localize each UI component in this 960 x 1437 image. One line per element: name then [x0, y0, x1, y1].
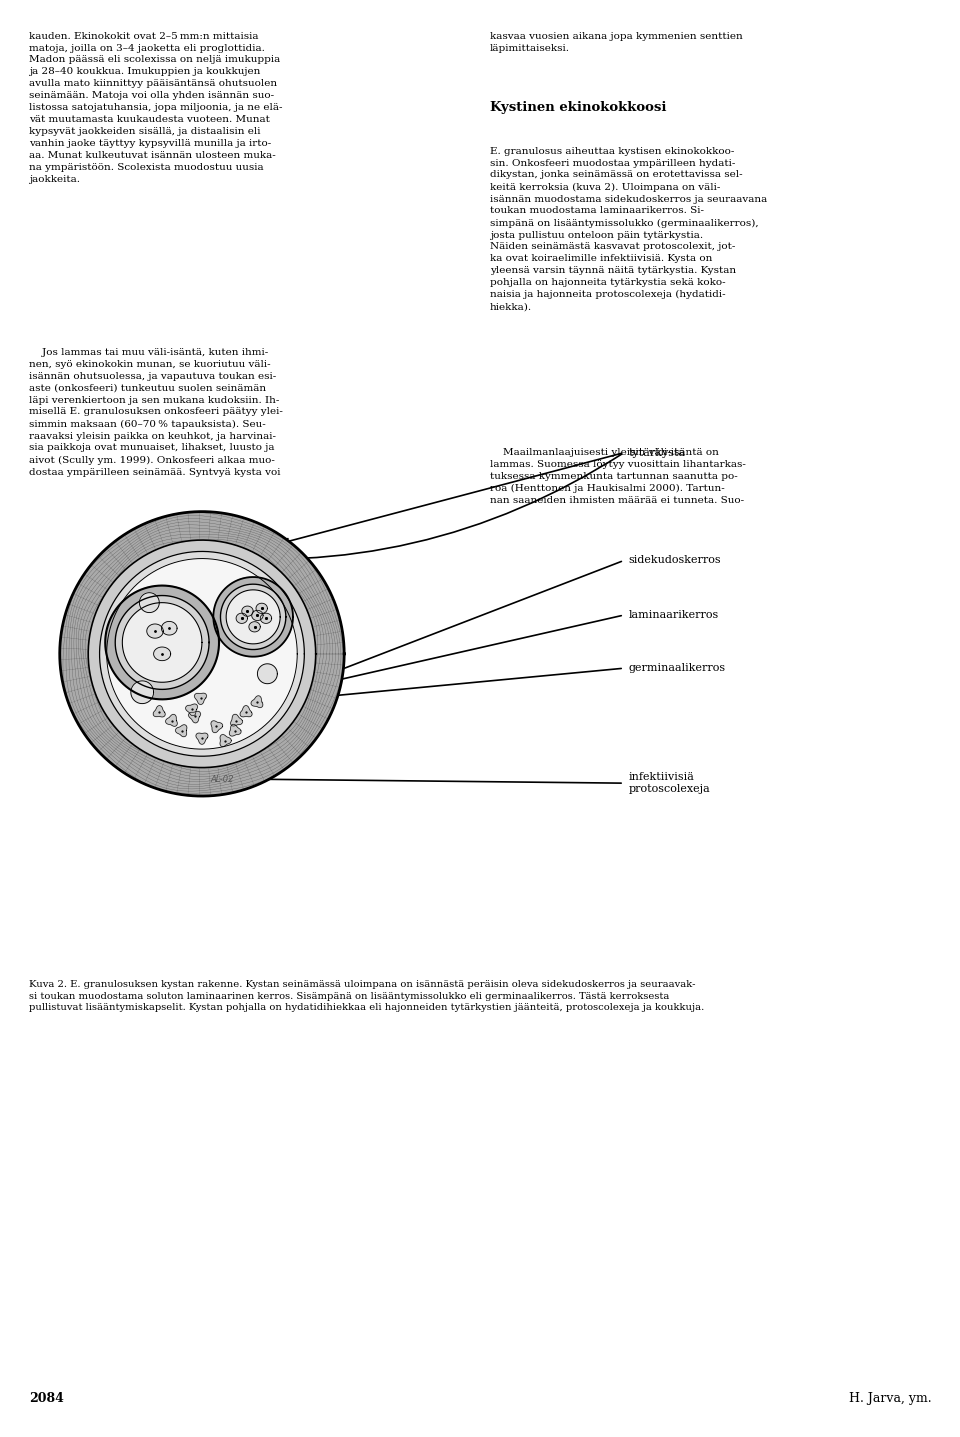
- Polygon shape: [251, 696, 263, 707]
- Polygon shape: [185, 704, 198, 716]
- Text: E. granulosus aiheuttaa kystisen ekinokokkoo-
sin. Onkosfeeri muodostaa ympärill: E. granulosus aiheuttaa kystisen ekinoko…: [490, 147, 767, 312]
- Text: Maailmanlaajuisesti yleisin väli-isäntä on
lammas. Suomessa löytyy vuosittain li: Maailmanlaajuisesti yleisin väli-isäntä …: [490, 448, 746, 506]
- Polygon shape: [122, 602, 202, 683]
- Polygon shape: [221, 585, 286, 650]
- Polygon shape: [240, 706, 252, 717]
- Polygon shape: [249, 622, 260, 632]
- Polygon shape: [106, 585, 219, 700]
- Polygon shape: [257, 664, 277, 684]
- Polygon shape: [227, 589, 280, 644]
- Polygon shape: [60, 512, 345, 796]
- Text: infektiivisiä
protoscolexeja: infektiivisiä protoscolexeja: [629, 772, 710, 795]
- Polygon shape: [229, 724, 241, 736]
- Polygon shape: [107, 559, 298, 749]
- Text: germinaalikerros: germinaalikerros: [629, 664, 726, 673]
- Text: Kystinen ekinokokkoosi: Kystinen ekinokokkoosi: [490, 101, 666, 114]
- Polygon shape: [154, 647, 171, 661]
- Polygon shape: [260, 614, 272, 624]
- Polygon shape: [242, 606, 253, 616]
- Polygon shape: [196, 733, 208, 744]
- Text: 2084: 2084: [29, 1392, 63, 1405]
- Polygon shape: [256, 604, 268, 614]
- Polygon shape: [252, 611, 263, 621]
- Polygon shape: [195, 693, 206, 704]
- Polygon shape: [88, 540, 316, 767]
- Text: AL-02: AL-02: [210, 775, 234, 783]
- Polygon shape: [230, 714, 243, 726]
- Polygon shape: [154, 706, 165, 717]
- Text: tytärkysta: tytärkysta: [629, 448, 686, 457]
- Text: Jos lammas tai muu väli-isäntä, kuten ihmi-
nen, syö ekinokokin munan, se kuoriu: Jos lammas tai muu väli-isäntä, kuten ih…: [29, 348, 282, 477]
- Polygon shape: [100, 552, 304, 756]
- Text: laminaarikerros: laminaarikerros: [629, 611, 719, 619]
- Polygon shape: [188, 711, 201, 723]
- Polygon shape: [213, 578, 293, 657]
- Text: Kuva 2. E. granulosuksen kystan rakenne. Kystan seinämässä uloimpana on isännäst: Kuva 2. E. granulosuksen kystan rakenne.…: [29, 980, 704, 1012]
- Polygon shape: [220, 734, 231, 747]
- Polygon shape: [147, 624, 163, 638]
- Polygon shape: [115, 595, 209, 690]
- Text: sidekudoskerros: sidekudoskerros: [629, 556, 721, 565]
- Text: H. Jarva, ym.: H. Jarva, ym.: [849, 1392, 931, 1405]
- Text: kauden. Ekinokokit ovat 2–5 mm:n mittaisia
matoja, joilla on 3–4 jaoketta eli pr: kauden. Ekinokokit ovat 2–5 mm:n mittais…: [29, 32, 282, 184]
- Polygon shape: [166, 714, 178, 726]
- Polygon shape: [176, 724, 187, 737]
- Polygon shape: [131, 681, 154, 704]
- Polygon shape: [139, 592, 159, 612]
- Polygon shape: [211, 721, 223, 733]
- Text: kasvaa vuosien aikana jopa kymmenien senttien
läpimittaiseksi.: kasvaa vuosien aikana jopa kymmenien sen…: [490, 32, 742, 53]
- Polygon shape: [236, 614, 248, 624]
- Polygon shape: [161, 621, 177, 635]
